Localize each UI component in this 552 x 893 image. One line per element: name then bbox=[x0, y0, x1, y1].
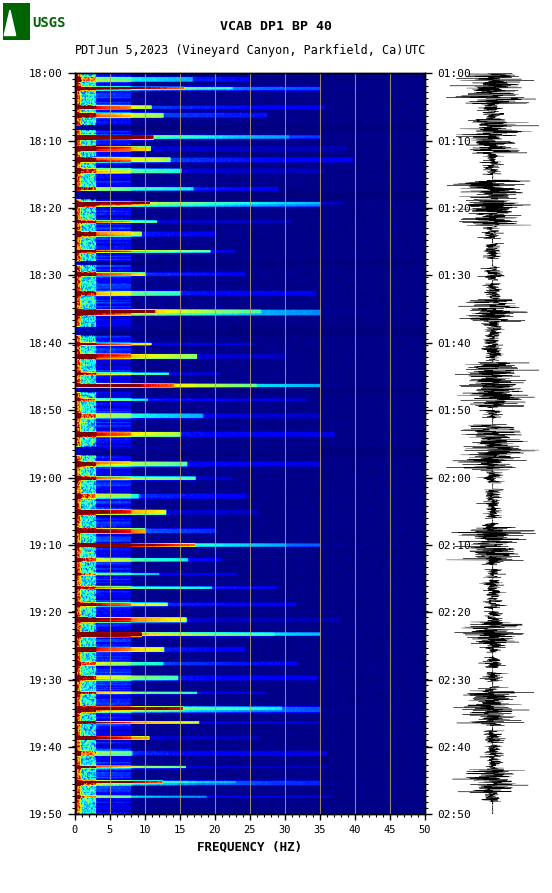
X-axis label: FREQUENCY (HZ): FREQUENCY (HZ) bbox=[197, 840, 302, 854]
Text: VCAB DP1 BP 40: VCAB DP1 BP 40 bbox=[220, 20, 332, 33]
Text: Jun 5,2023 (Vineyard Canyon, Parkfield, Ca): Jun 5,2023 (Vineyard Canyon, Parkfield, … bbox=[97, 44, 403, 57]
Bar bbox=[3, 3, 30, 40]
Text: USGS: USGS bbox=[32, 16, 66, 30]
Polygon shape bbox=[4, 10, 15, 36]
Text: UTC: UTC bbox=[404, 44, 425, 57]
Text: PDT: PDT bbox=[75, 44, 96, 57]
